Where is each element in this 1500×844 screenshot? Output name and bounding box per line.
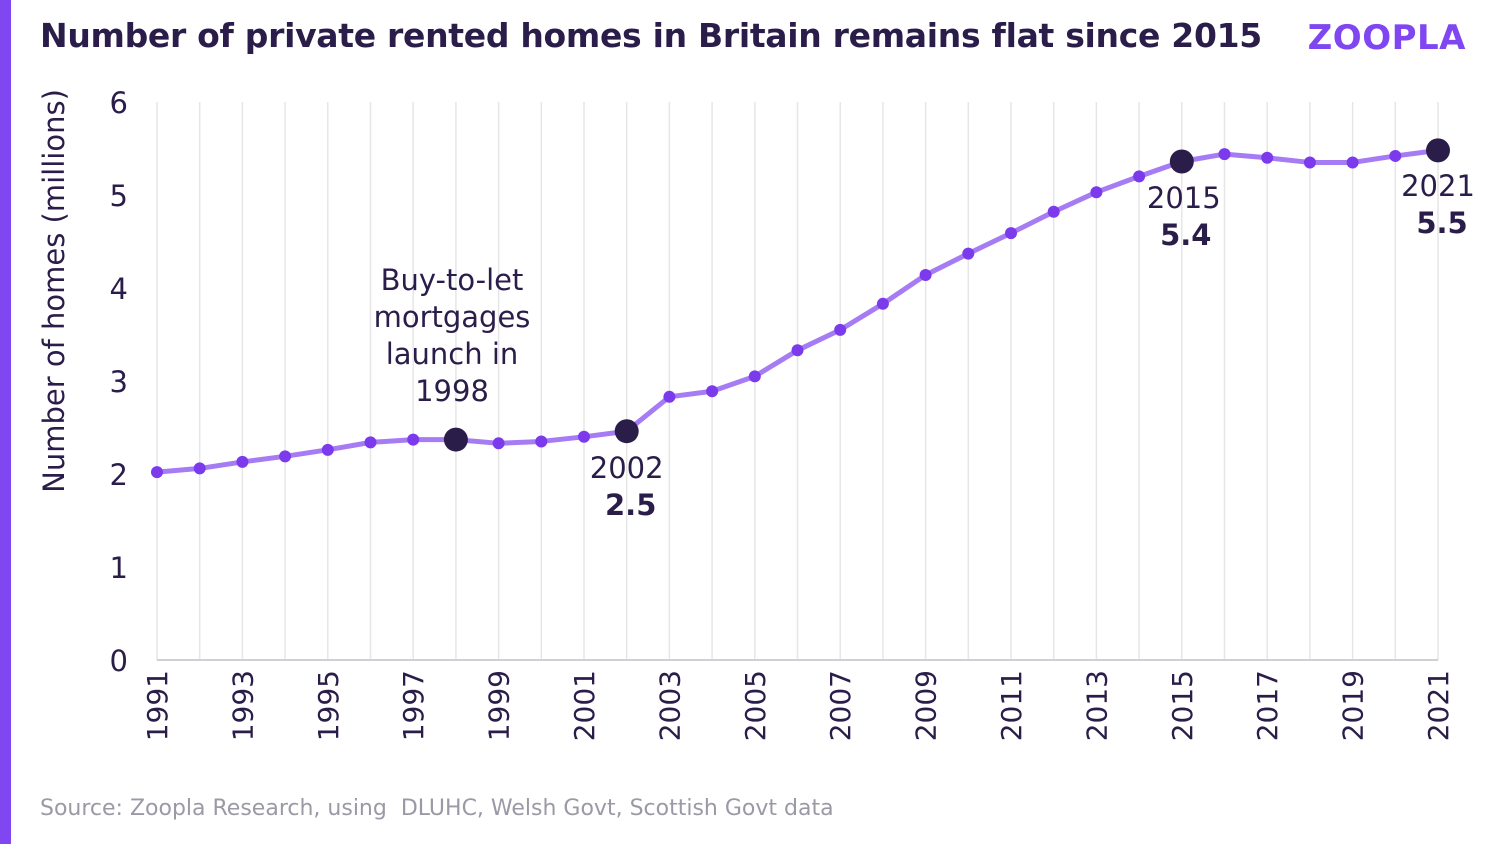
x-tick-2017: 2017	[1251, 670, 1284, 741]
data-point-2012	[1047, 205, 1060, 218]
highlight-point-1998	[443, 427, 468, 452]
y-tick-0: 0	[110, 644, 128, 678]
x-tick-2001: 2001	[568, 670, 601, 741]
data-point-2006	[791, 344, 804, 357]
data-point-2013	[1090, 186, 1103, 199]
data-point-2014	[1133, 170, 1146, 183]
annotation-2015-year: 2015	[1147, 181, 1221, 215]
data-point-2007	[834, 323, 847, 336]
gridlines	[156, 102, 1439, 660]
data-point-2018	[1303, 156, 1316, 169]
annotation-2002-value: 2.5	[605, 488, 656, 522]
x-tick-2003: 2003	[653, 670, 686, 741]
x-tick-2013: 2013	[1080, 670, 1113, 741]
data-point-2016	[1218, 148, 1231, 161]
annotation-buy-to-let-line: Buy-to-let	[381, 263, 524, 297]
x-tick-labels: 1991 1993 1995 1997 1999 2001 2003 2005 2007 2009…	[141, 670, 1455, 741]
x-tick-2021: 2021	[1422, 670, 1455, 741]
x-tick-1997: 1997	[397, 670, 430, 741]
y-tick-3: 3	[110, 365, 128, 399]
x-tick-1995: 1995	[312, 670, 345, 741]
annotation-2002-year: 2002	[590, 451, 664, 485]
data-point-1997	[407, 433, 420, 446]
x-tick-2019: 2019	[1337, 670, 1370, 741]
y-tick-2: 2	[110, 458, 128, 492]
data-point-2001	[578, 430, 590, 443]
x-tick-2005: 2005	[739, 670, 772, 741]
y-tick-labels: 0 1 2 3 4 5 6	[110, 86, 128, 678]
y-tick-6: 6	[110, 86, 128, 120]
data-point-1996	[364, 436, 377, 449]
x-tick-2007: 2007	[824, 670, 857, 741]
zoopla-logo: ZOOPLA	[1307, 18, 1466, 58]
annotation-2021-year: 2021	[1401, 169, 1475, 203]
highlight-point-2015	[1169, 149, 1194, 174]
data-point-1992	[193, 462, 206, 475]
chart-title: Number of private rented homes in Britai…	[40, 16, 1262, 55]
x-tick-1993: 1993	[226, 670, 259, 741]
highlight-point-2021	[1426, 138, 1450, 163]
data-point-2008	[876, 297, 889, 310]
annotation-2021-value: 5.5	[1416, 206, 1467, 240]
data-point-1999	[492, 437, 505, 450]
data-point-2017	[1261, 151, 1274, 164]
data-point-2010	[962, 247, 975, 260]
y-tick-4: 4	[110, 272, 128, 306]
x-tick-1991: 1991	[141, 670, 174, 741]
data-point-1991	[151, 466, 163, 479]
data-point-2000	[535, 435, 548, 448]
annotation-buy-to-let-line: launch in	[386, 337, 519, 371]
data-point-2020	[1389, 149, 1402, 162]
data-point-2019	[1346, 156, 1359, 169]
x-tick-2011: 2011	[995, 670, 1028, 741]
data-point-1994	[279, 450, 292, 463]
y-tick-1: 1	[110, 551, 128, 585]
data-point-1995	[321, 443, 334, 456]
left-accent-bar	[0, 0, 11, 844]
annotation-buy-to-let-line: mortgages	[374, 300, 531, 334]
data-point-2009	[919, 268, 932, 281]
annotation-2015-value: 5.4	[1160, 218, 1211, 252]
x-tick-2015: 2015	[1166, 670, 1199, 741]
y-tick-5: 5	[110, 179, 128, 213]
data-point-2003	[663, 390, 676, 403]
x-tick-2009: 2009	[910, 670, 943, 741]
data-point-2011	[1005, 227, 1017, 240]
data-point-2005	[748, 370, 761, 383]
data-point-2004	[706, 385, 719, 398]
y-axis-label: Number of homes (millions)	[37, 89, 71, 493]
source-note: Source: Zoopla Research, using DLUHC, We…	[40, 796, 834, 821]
data-point-1993	[236, 455, 249, 468]
x-tick-1999: 1999	[483, 670, 516, 741]
highlight-point-2002	[614, 419, 639, 444]
annotation-buy-to-let-line: 1998	[415, 374, 489, 408]
data-points	[151, 138, 1450, 479]
